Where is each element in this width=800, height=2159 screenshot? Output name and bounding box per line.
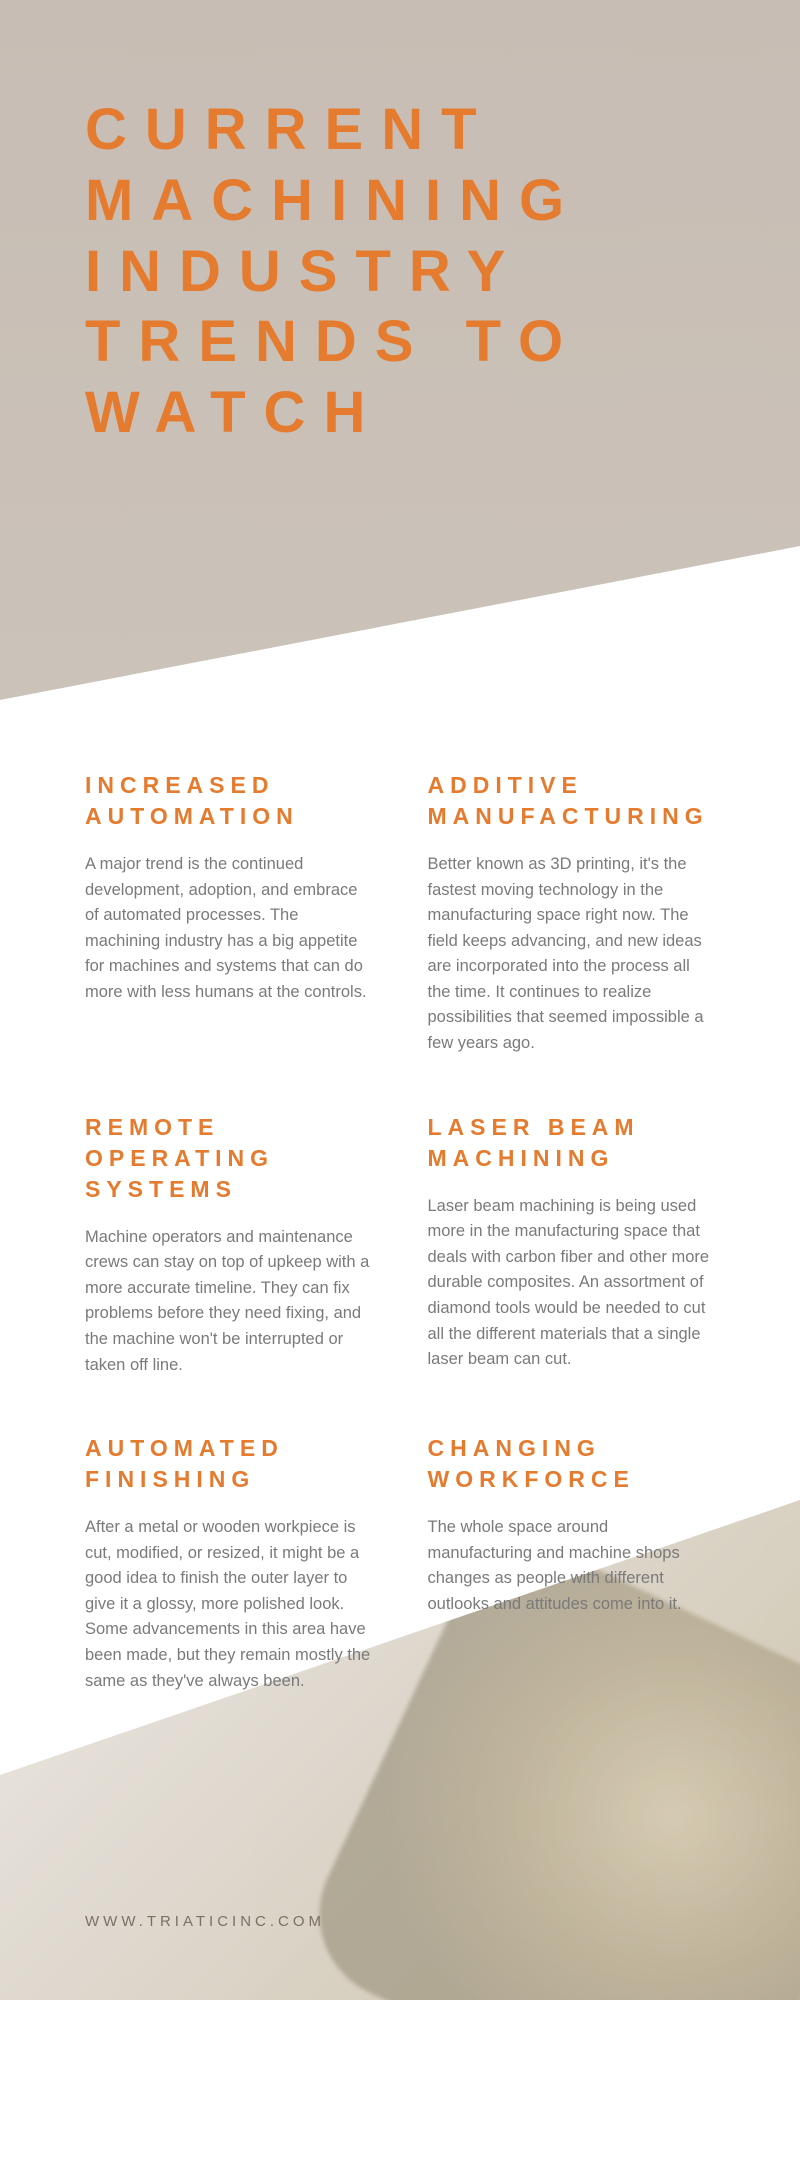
trend-item: ADDITIVE MANUFACTURING Better known as 3… xyxy=(428,770,716,1057)
trend-item: LASER BEAM MACHINING Laser beam machinin… xyxy=(428,1112,716,1379)
trend-item: REMOTE OPERATING SYSTEMS Machine operato… xyxy=(85,1112,373,1379)
trend-title: REMOTE OPERATING SYSTEMS xyxy=(85,1112,373,1205)
trend-body: A major trend is the continued developme… xyxy=(85,852,373,1005)
trend-title: ADDITIVE MANUFACTURING xyxy=(428,770,716,832)
footer-url: WWW.TRIATICINC.COM xyxy=(85,1913,325,1930)
trend-body: Laser beam machining is being used more … xyxy=(428,1194,716,1373)
trend-body: Better known as 3D printing, it's the fa… xyxy=(428,852,716,1057)
trend-body: After a metal or wooden workpiece is cut… xyxy=(85,1515,373,1694)
trend-title: AUTOMATED FINISHING xyxy=(85,1433,373,1495)
trend-title: INCREASED AUTOMATION xyxy=(85,770,373,832)
page-title: CURRENT MACHINING INDUSTRY TRENDS TO WAT… xyxy=(85,95,725,449)
trend-item: AUTOMATED FINISHING After a metal or woo… xyxy=(85,1433,373,1694)
trend-item: CHANGING WORKFORCE The whole space aroun… xyxy=(428,1433,716,1694)
trends-grid: INCREASED AUTOMATION A major trend is th… xyxy=(85,770,715,1694)
trend-title: CHANGING WORKFORCE xyxy=(428,1433,716,1495)
trend-body: Machine operators and maintenance crews … xyxy=(85,1225,373,1378)
trend-item: INCREASED AUTOMATION A major trend is th… xyxy=(85,770,373,1057)
trend-title: LASER BEAM MACHINING xyxy=(428,1112,716,1174)
trend-body: The whole space around manufacturing and… xyxy=(428,1515,716,1617)
